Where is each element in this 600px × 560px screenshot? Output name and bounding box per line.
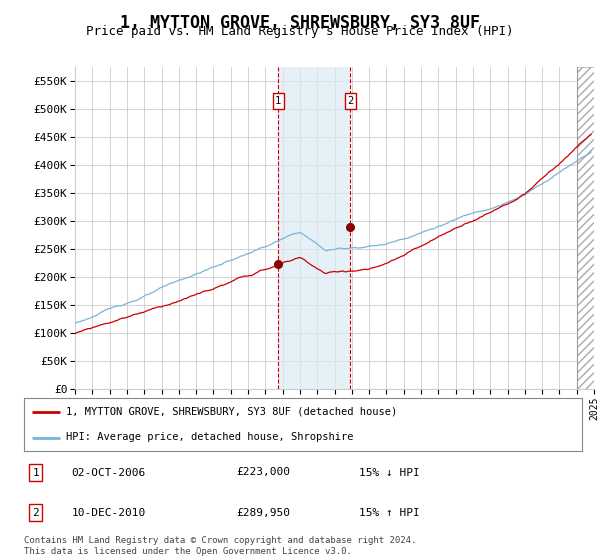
Text: HPI: Average price, detached house, Shropshire: HPI: Average price, detached house, Shro…: [66, 432, 353, 442]
Text: 02-OCT-2006: 02-OCT-2006: [71, 468, 146, 478]
Text: £223,000: £223,000: [236, 468, 290, 478]
Bar: [577, 67, 594, 389]
Text: Price paid vs. HM Land Registry's House Price Index (HPI): Price paid vs. HM Land Registry's House …: [86, 25, 514, 38]
Text: 10-DEC-2010: 10-DEC-2010: [71, 507, 146, 517]
Text: 2: 2: [32, 507, 39, 517]
Text: Contains HM Land Registry data © Crown copyright and database right 2024.
This d: Contains HM Land Registry data © Crown c…: [24, 536, 416, 556]
Bar: [577, 67, 594, 389]
Text: 1: 1: [275, 96, 281, 106]
Bar: [278, 67, 350, 389]
Text: 1: 1: [32, 468, 39, 478]
Text: 1, MYTTON GROVE, SHREWSBURY, SY3 8UF (detached house): 1, MYTTON GROVE, SHREWSBURY, SY3 8UF (de…: [66, 407, 397, 417]
Text: 2: 2: [347, 96, 353, 106]
Text: 15% ↓ HPI: 15% ↓ HPI: [359, 468, 419, 478]
Text: 15% ↑ HPI: 15% ↑ HPI: [359, 507, 419, 517]
Text: 1, MYTTON GROVE, SHREWSBURY, SY3 8UF: 1, MYTTON GROVE, SHREWSBURY, SY3 8UF: [120, 14, 480, 32]
Text: £289,950: £289,950: [236, 507, 290, 517]
